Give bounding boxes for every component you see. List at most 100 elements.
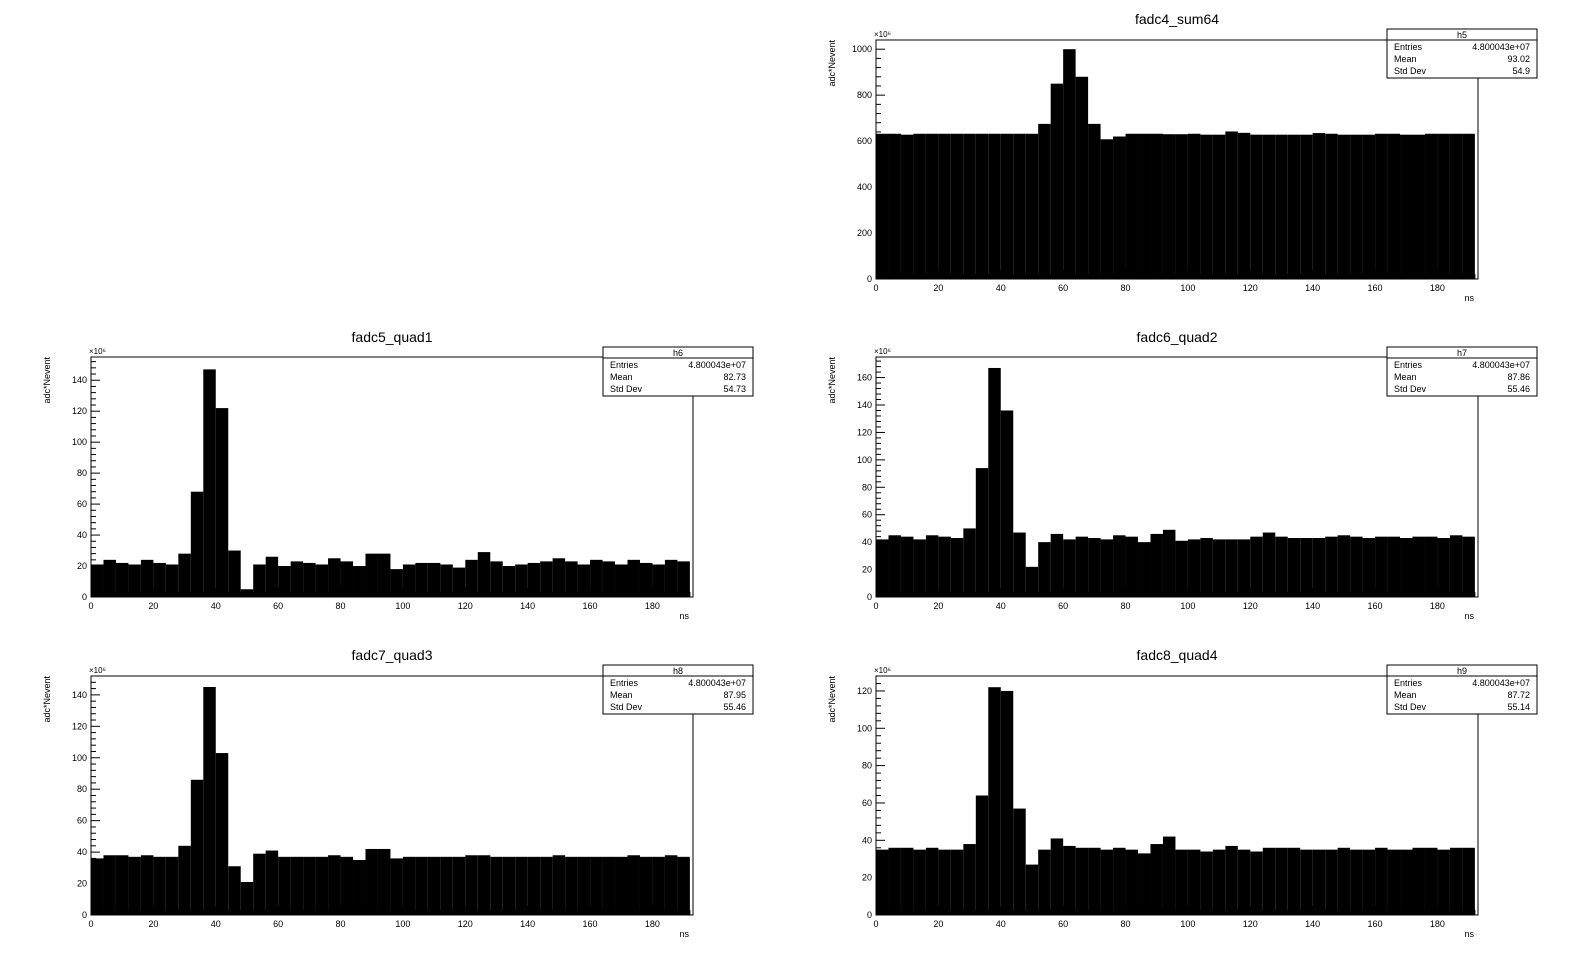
histogram-bar <box>590 856 603 915</box>
histogram-bar <box>552 855 566 915</box>
histogram-bar <box>515 564 528 597</box>
y-tick-label: 120 <box>857 427 872 437</box>
y-tick-label: 0 <box>82 910 87 920</box>
x-axis-label: ns <box>1464 929 1474 939</box>
histogram-bar <box>565 561 578 597</box>
histogram-bar <box>115 855 129 915</box>
histogram-bar <box>913 133 926 279</box>
plot-frame <box>90 356 694 598</box>
stats-key: Entries <box>610 678 639 688</box>
histogram-bar <box>963 844 976 915</box>
stats-key: Mean <box>610 690 633 700</box>
y-tick-label: 80 <box>862 761 872 771</box>
histogram-bar <box>290 561 304 597</box>
histogram-bar <box>975 795 989 915</box>
histogram-bar <box>540 561 553 597</box>
histogram-bar <box>577 856 591 915</box>
histogram-bar <box>1337 847 1351 915</box>
histogram-bar <box>278 566 291 597</box>
histogram-bar <box>1063 845 1076 915</box>
histogram-bar <box>1387 849 1401 915</box>
histogram-bar <box>1038 849 1051 915</box>
histogram-bar <box>1312 538 1326 597</box>
histogram-bar <box>1212 849 1226 915</box>
histogram-bar <box>1287 134 1301 279</box>
chart-title: fadc7_quad3 <box>352 647 433 663</box>
histogram-bar <box>876 133 889 279</box>
stats-name: h6 <box>673 348 683 358</box>
histogram-bar <box>1162 134 1176 279</box>
histogram-bar <box>1350 849 1363 915</box>
y-axis-label: adc*Nevent <box>827 676 837 723</box>
histogram-bar <box>353 859 366 915</box>
histogram-bar <box>228 550 241 597</box>
histogram-bar <box>552 558 566 597</box>
stats-key: Std Dev <box>610 384 643 394</box>
histogram-bar <box>1225 539 1238 597</box>
y-tick-label: 80 <box>77 468 87 478</box>
histogram-bar <box>1025 566 1039 597</box>
x-tick-label: 100 <box>1180 283 1195 293</box>
chart-title: fadc5_quad1 <box>352 329 433 345</box>
histogram-bar <box>975 468 989 597</box>
y-axis-label: adc*Nevent <box>827 357 837 404</box>
histogram-bar <box>577 564 591 597</box>
histogram-bar <box>900 847 914 915</box>
histogram-bar <box>1375 847 1388 915</box>
histogram-bar <box>1175 134 1188 279</box>
histogram-bar <box>1262 847 1276 915</box>
stats-key: Std Dev <box>610 702 643 712</box>
histogram-bar <box>627 855 640 915</box>
y-tick-label: 100 <box>857 455 872 465</box>
histogram-bar <box>203 687 216 915</box>
histogram-bar <box>639 856 653 915</box>
histogram-bar <box>1063 49 1076 279</box>
stats-name: h9 <box>1457 666 1467 676</box>
stats-value: 4.800043e+07 <box>688 360 746 370</box>
histogram-bar <box>190 779 204 915</box>
histogram-bar <box>1162 836 1176 915</box>
stats-value: 4.800043e+07 <box>1472 360 1530 370</box>
histogram-bar <box>1013 133 1026 279</box>
histogram-bar <box>328 855 341 915</box>
stats-key: Entries <box>610 360 639 370</box>
stats-box: h5 Entries 4.800043e+07 Mean 93.02 Std Dev 54.… <box>1386 28 1538 79</box>
histogram-bar <box>925 535 939 597</box>
histogram-bar <box>265 556 279 597</box>
histogram-bar <box>1013 808 1026 915</box>
histogram-bar <box>1287 847 1301 915</box>
y-tick-label: 1000 <box>852 44 872 54</box>
histogram-bar <box>527 562 541 597</box>
y-tick-label: 60 <box>862 510 872 520</box>
stats-box-frame <box>1386 28 1538 79</box>
y-tick-label: 40 <box>77 530 87 540</box>
histogram-bar <box>353 566 366 597</box>
histogram-bar <box>963 528 976 597</box>
stats-key: Mean <box>1394 54 1417 64</box>
histogram-bar <box>1337 535 1351 597</box>
histogram-bar <box>1100 539 1114 597</box>
x-tick-label: 100 <box>395 601 410 611</box>
x-axis-label: ns <box>679 929 689 939</box>
histogram-bar <box>153 856 166 915</box>
histogram-bar <box>1175 849 1188 915</box>
histogram-bar <box>950 849 964 915</box>
histogram-bar <box>1250 134 1263 279</box>
x-tick-label: 40 <box>211 601 221 611</box>
histogram-bar <box>240 589 254 597</box>
y-tick-label: 0 <box>867 910 872 920</box>
stats-key: Entries <box>1394 678 1423 688</box>
histogram-bar <box>1237 849 1251 915</box>
histogram-bar <box>1088 123 1101 279</box>
histogram-bar <box>988 687 1001 915</box>
chart-title: fadc4_sum64 <box>1135 11 1219 27</box>
histogram-bar <box>91 858 104 915</box>
histogram-bar <box>153 562 166 597</box>
y-tick-label: 100 <box>857 723 872 733</box>
histogram-bar <box>888 133 901 279</box>
x-tick-label: 0 <box>873 601 878 611</box>
histogram-bar <box>165 564 179 597</box>
histogram-bar <box>1375 133 1388 279</box>
x-tick-label: 0 <box>88 919 93 929</box>
histogram-bar <box>1400 538 1413 597</box>
